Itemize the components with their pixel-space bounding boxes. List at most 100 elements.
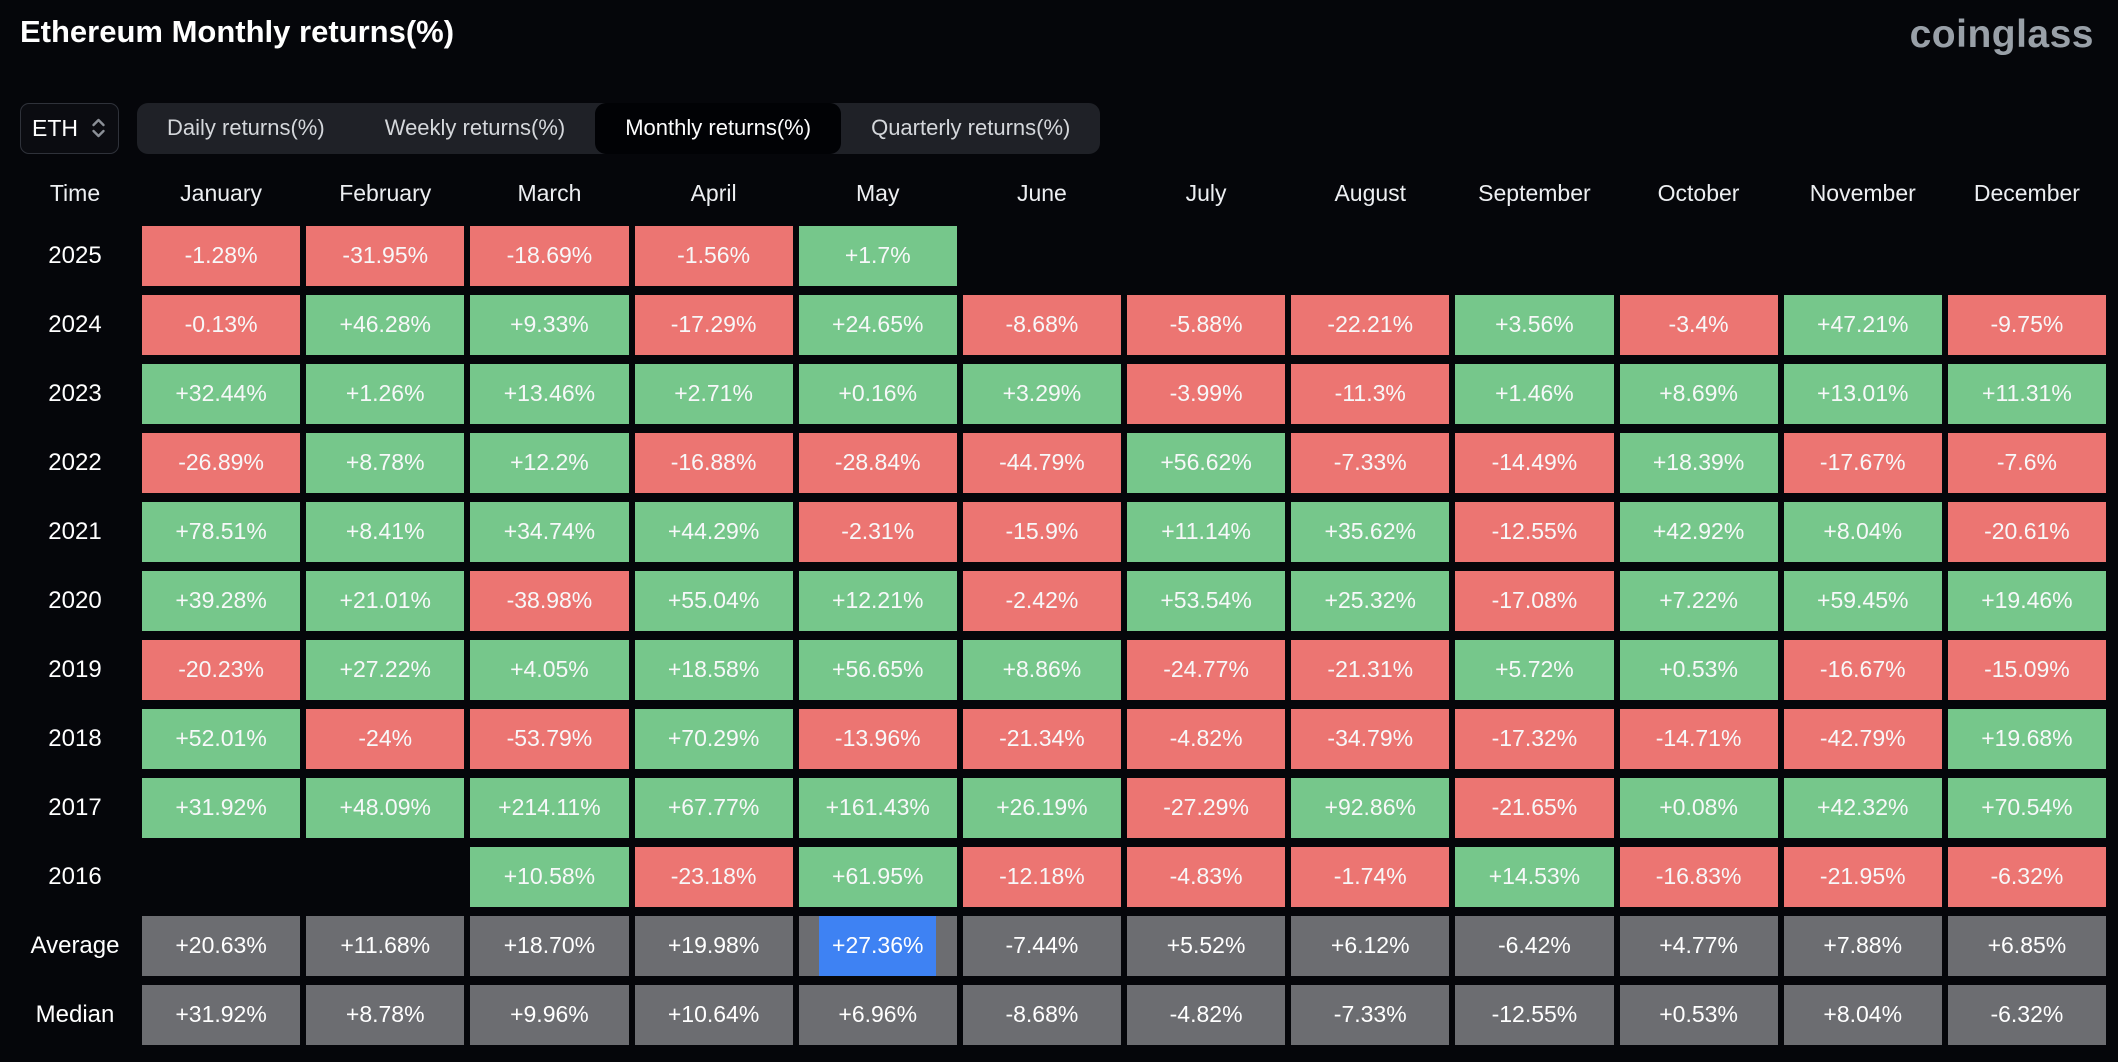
cell-2024-march[interactable]: +9.33% <box>470 294 629 355</box>
cell-2024-october[interactable]: -3.4% <box>1619 294 1778 355</box>
tab-daily-returns[interactable]: Daily returns(%) <box>167 115 325 141</box>
cell-median-august[interactable]: -7.33% <box>1291 984 1450 1045</box>
cell-2021-february[interactable]: +8.41% <box>306 501 465 562</box>
cell-2019-december[interactable]: -15.09% <box>1947 639 2106 700</box>
cell-2022-march[interactable]: +12.2% <box>470 432 629 493</box>
cell-average-july[interactable]: +5.52% <box>1127 915 1286 976</box>
cell-2024-july[interactable]: -5.88% <box>1127 294 1286 355</box>
cell-2020-may[interactable]: +12.21% <box>798 570 957 631</box>
cell-2019-september[interactable]: +5.72% <box>1455 639 1614 700</box>
cell-average-june[interactable]: -7.44% <box>962 915 1121 976</box>
cell-2016-april[interactable]: -23.18% <box>634 846 793 907</box>
cell-2024-january[interactable]: -0.13% <box>142 294 301 355</box>
cell-2017-may[interactable]: +161.43% <box>798 777 957 838</box>
cell-2020-january[interactable]: +39.28% <box>142 570 301 631</box>
cell-2022-may[interactable]: -28.84% <box>798 432 957 493</box>
cell-2019-march[interactable]: +4.05% <box>470 639 629 700</box>
cell-2021-october[interactable]: +42.92% <box>1619 501 1778 562</box>
cell-2016-may[interactable]: +61.95% <box>798 846 957 907</box>
cell-2022-september[interactable]: -14.49% <box>1455 432 1614 493</box>
symbol-select[interactable]: ETH <box>20 102 119 154</box>
cell-2020-july[interactable]: +53.54% <box>1127 570 1286 631</box>
cell-2023-april[interactable]: +2.71% <box>634 363 793 424</box>
cell-2024-may[interactable]: +24.65% <box>798 294 957 355</box>
cell-2021-august[interactable]: +35.62% <box>1291 501 1450 562</box>
cell-2023-november[interactable]: +13.01% <box>1783 363 1942 424</box>
cell-average-january[interactable]: +20.63% <box>142 915 301 976</box>
cell-average-december[interactable]: +6.85% <box>1947 915 2106 976</box>
cell-2024-june[interactable]: -8.68% <box>962 294 1121 355</box>
cell-2019-january[interactable]: -20.23% <box>142 639 301 700</box>
cell-median-november[interactable]: +8.04% <box>1783 984 1942 1045</box>
cell-2019-february[interactable]: +27.22% <box>306 639 465 700</box>
cell-average-march[interactable]: +18.70% <box>470 915 629 976</box>
cell-2024-september[interactable]: +3.56% <box>1455 294 1614 355</box>
cell-average-february[interactable]: +11.68% <box>306 915 465 976</box>
cell-2021-december[interactable]: -20.61% <box>1947 501 2106 562</box>
cell-average-october[interactable]: +4.77% <box>1619 915 1778 976</box>
cell-median-march[interactable]: +9.96% <box>470 984 629 1045</box>
cell-2022-october[interactable]: +18.39% <box>1619 432 1778 493</box>
cell-2025-may[interactable]: +1.7% <box>798 225 957 286</box>
cell-2018-march[interactable]: -53.79% <box>470 708 629 769</box>
cell-2024-april[interactable]: -17.29% <box>634 294 793 355</box>
cell-2019-july[interactable]: -24.77% <box>1127 639 1286 700</box>
cell-2018-august[interactable]: -34.79% <box>1291 708 1450 769</box>
cell-2021-march[interactable]: +34.74% <box>470 501 629 562</box>
cell-2021-september[interactable]: -12.55% <box>1455 501 1614 562</box>
cell-median-december[interactable]: -6.32% <box>1947 984 2106 1045</box>
cell-average-may[interactable]: +27.36% <box>798 915 957 976</box>
cell-2018-january[interactable]: +52.01% <box>142 708 301 769</box>
cell-median-april[interactable]: +10.64% <box>634 984 793 1045</box>
cell-median-september[interactable]: -12.55% <box>1455 984 1614 1045</box>
cell-2018-may[interactable]: -13.96% <box>798 708 957 769</box>
cell-median-february[interactable]: +8.78% <box>306 984 465 1045</box>
cell-2019-august[interactable]: -21.31% <box>1291 639 1450 700</box>
cell-2018-september[interactable]: -17.32% <box>1455 708 1614 769</box>
cell-2022-june[interactable]: -44.79% <box>962 432 1121 493</box>
cell-2024-november[interactable]: +47.21% <box>1783 294 1942 355</box>
cell-2017-april[interactable]: +67.77% <box>634 777 793 838</box>
cell-2025-march[interactable]: -18.69% <box>470 225 629 286</box>
cell-2020-august[interactable]: +25.32% <box>1291 570 1450 631</box>
cell-2019-june[interactable]: +8.86% <box>962 639 1121 700</box>
cell-2016-december[interactable]: -6.32% <box>1947 846 2106 907</box>
cell-2022-july[interactable]: +56.62% <box>1127 432 1286 493</box>
cell-2023-october[interactable]: +8.69% <box>1619 363 1778 424</box>
cell-2025-february[interactable]: -31.95% <box>306 225 465 286</box>
cell-2018-april[interactable]: +70.29% <box>634 708 793 769</box>
cell-2020-february[interactable]: +21.01% <box>306 570 465 631</box>
cell-2024-august[interactable]: -22.21% <box>1291 294 1450 355</box>
cell-2019-may[interactable]: +56.65% <box>798 639 957 700</box>
cell-2023-january[interactable]: +32.44% <box>142 363 301 424</box>
tab-weekly-returns[interactable]: Weekly returns(%) <box>384 115 566 141</box>
cell-median-october[interactable]: +0.53% <box>1619 984 1778 1045</box>
cell-2020-september[interactable]: -17.08% <box>1455 570 1614 631</box>
cell-2024-february[interactable]: +46.28% <box>306 294 465 355</box>
cell-2016-june[interactable]: -12.18% <box>962 846 1121 907</box>
cell-2023-july[interactable]: -3.99% <box>1127 363 1286 424</box>
cell-average-april[interactable]: +19.98% <box>634 915 793 976</box>
cell-2021-april[interactable]: +44.29% <box>634 501 793 562</box>
cell-2023-march[interactable]: +13.46% <box>470 363 629 424</box>
cell-average-august[interactable]: +6.12% <box>1291 915 1450 976</box>
cell-median-june[interactable]: -8.68% <box>962 984 1121 1045</box>
cell-2022-april[interactable]: -16.88% <box>634 432 793 493</box>
cell-2020-november[interactable]: +59.45% <box>1783 570 1942 631</box>
cell-2018-november[interactable]: -42.79% <box>1783 708 1942 769</box>
cell-2023-august[interactable]: -11.3% <box>1291 363 1450 424</box>
cell-2017-september[interactable]: -21.65% <box>1455 777 1614 838</box>
cell-2023-may[interactable]: +0.16% <box>798 363 957 424</box>
cell-2017-march[interactable]: +214.11% <box>470 777 629 838</box>
cell-2023-december[interactable]: +11.31% <box>1947 363 2106 424</box>
tab-quarterly-returns[interactable]: Quarterly returns(%) <box>871 115 1071 141</box>
cell-2018-december[interactable]: +19.68% <box>1947 708 2106 769</box>
cell-average-november[interactable]: +7.88% <box>1783 915 1942 976</box>
cell-2022-august[interactable]: -7.33% <box>1291 432 1450 493</box>
cell-2020-october[interactable]: +7.22% <box>1619 570 1778 631</box>
cell-2023-june[interactable]: +3.29% <box>962 363 1121 424</box>
cell-2025-april[interactable]: -1.56% <box>634 225 793 286</box>
cell-2017-november[interactable]: +42.32% <box>1783 777 1942 838</box>
cell-2017-january[interactable]: +31.92% <box>142 777 301 838</box>
cell-2021-july[interactable]: +11.14% <box>1127 501 1286 562</box>
